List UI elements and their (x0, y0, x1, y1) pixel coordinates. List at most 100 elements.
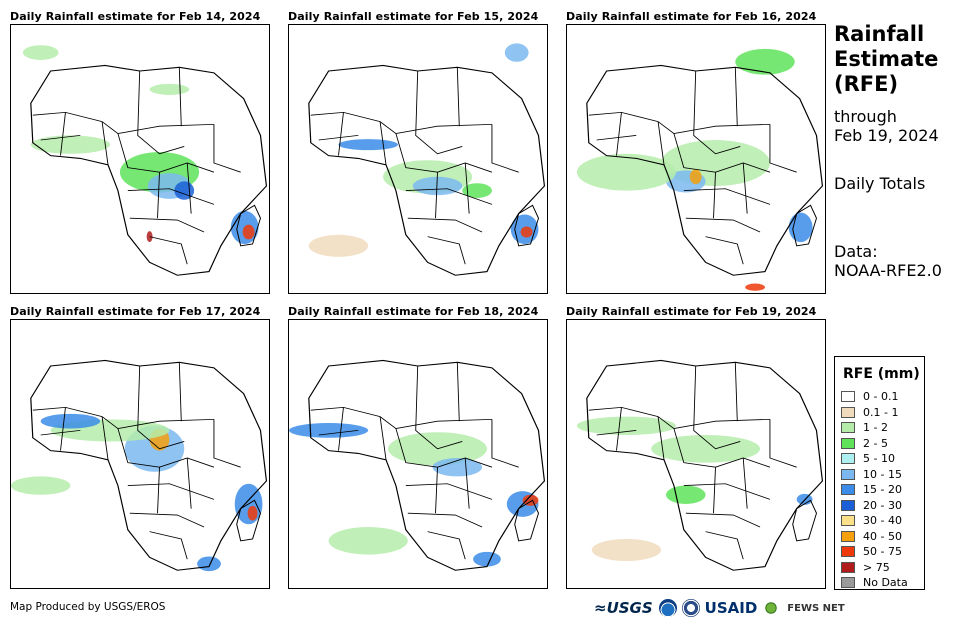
legend-item: 5 - 10 (841, 451, 908, 467)
country-border (101, 121, 109, 165)
rainfall-area (576, 153, 676, 191)
country-border (379, 121, 387, 165)
country-border (379, 416, 387, 460)
rainfall-area (735, 48, 795, 75)
africa-map-svg (22, 45, 268, 276)
country-border (596, 429, 637, 436)
rainfall-area (22, 45, 59, 60)
madagascar-outline (792, 204, 818, 247)
country-border (318, 429, 359, 436)
country-border (129, 217, 205, 233)
legend-item: 40 - 50 (841, 529, 908, 545)
africa-map (10, 319, 270, 589)
usaid-seal-icon (681, 599, 700, 617)
country-border (616, 407, 622, 451)
data-label: Data: (834, 242, 878, 261)
country-border (127, 188, 215, 205)
country-border (213, 124, 241, 173)
legend-swatch (841, 437, 855, 449)
fews-net-logo: FEWS NET (787, 602, 845, 614)
country-border (40, 429, 81, 436)
country-border (318, 134, 359, 141)
rainfall-area (576, 416, 676, 435)
continent-outline (30, 64, 268, 276)
panel-title: Daily Rainfall estimate for Feb 14, 2024 (10, 10, 261, 23)
country-border (769, 419, 797, 468)
rainfall-area (289, 423, 369, 438)
rainfall-area (149, 83, 190, 95)
country-border (491, 419, 519, 468)
rainfall-area (522, 494, 539, 506)
legend-item: 0.1 - 1 (841, 405, 908, 421)
country-border (685, 217, 761, 233)
country-border (127, 483, 215, 500)
country-border (137, 365, 185, 450)
africa-map-svg (576, 48, 824, 291)
rainfall-area (689, 169, 702, 185)
rainfall-area (651, 435, 761, 463)
legend-label: 0 - 0.1 (863, 390, 899, 404)
country-border (464, 457, 470, 509)
country-border (588, 406, 770, 430)
country-border (186, 162, 192, 214)
africa-map-svg (308, 43, 546, 276)
legend-item: 0 - 0.1 (841, 389, 908, 405)
country-border (742, 457, 748, 509)
country-border (683, 188, 771, 205)
country-border (769, 124, 797, 173)
country-border (693, 70, 741, 155)
legend-swatch (841, 530, 855, 542)
legend-label: 5 - 10 (863, 452, 895, 466)
country-border (157, 467, 160, 514)
title-line-3: (RFE) (834, 72, 899, 96)
africa-map (566, 319, 826, 589)
country-border (491, 124, 519, 173)
country-border (338, 112, 344, 156)
panel-title: Daily Rainfall estimate for Feb 18, 2024 (288, 305, 539, 318)
country-border (178, 362, 182, 422)
credit-text: Map Produced by USGS/EROS (10, 601, 166, 613)
country-border (213, 419, 241, 468)
rainfall-area (412, 176, 463, 196)
legend-swatch (841, 453, 855, 465)
rainfall-area (591, 538, 662, 562)
country-border (407, 217, 483, 233)
country-border (435, 172, 438, 219)
country-border (685, 512, 761, 528)
country-border (149, 236, 188, 265)
legend-label: 10 - 15 (863, 467, 902, 481)
legend-swatch (841, 499, 855, 511)
panel-title: Daily Rainfall estimate for Feb 19, 2024 (566, 305, 817, 318)
country-border (310, 111, 492, 135)
fews-globe-icon (763, 600, 780, 616)
legend-title: RFE (mm) (843, 366, 920, 382)
country-border (596, 134, 637, 141)
rainfall-area (788, 212, 813, 243)
continent-outline (586, 359, 824, 571)
country-border (129, 512, 205, 528)
country-border (742, 162, 748, 214)
legend-item: No Data (841, 575, 908, 591)
africa-map (288, 24, 548, 294)
rainfall-area (666, 485, 706, 504)
country-border (405, 483, 493, 500)
country-border (657, 121, 665, 165)
through-label: through (834, 107, 897, 126)
country-border (32, 406, 214, 430)
rainfall-area (504, 43, 529, 62)
legend-swatch (841, 406, 855, 418)
legend-item: 15 - 20 (841, 482, 908, 498)
through-date: Feb 19, 2024 (834, 126, 939, 145)
continent-outline (586, 64, 824, 276)
legend-label: 20 - 30 (863, 498, 902, 512)
rainfall-area (308, 234, 369, 257)
country-border (588, 111, 770, 135)
legend-swatch (841, 484, 855, 496)
madagascar-outline (236, 499, 262, 542)
legend-item: 20 - 30 (841, 498, 908, 514)
legend-label: 40 - 50 (863, 529, 902, 543)
usgs-logo: ≈USGS (594, 599, 653, 617)
africa-map (10, 24, 270, 294)
